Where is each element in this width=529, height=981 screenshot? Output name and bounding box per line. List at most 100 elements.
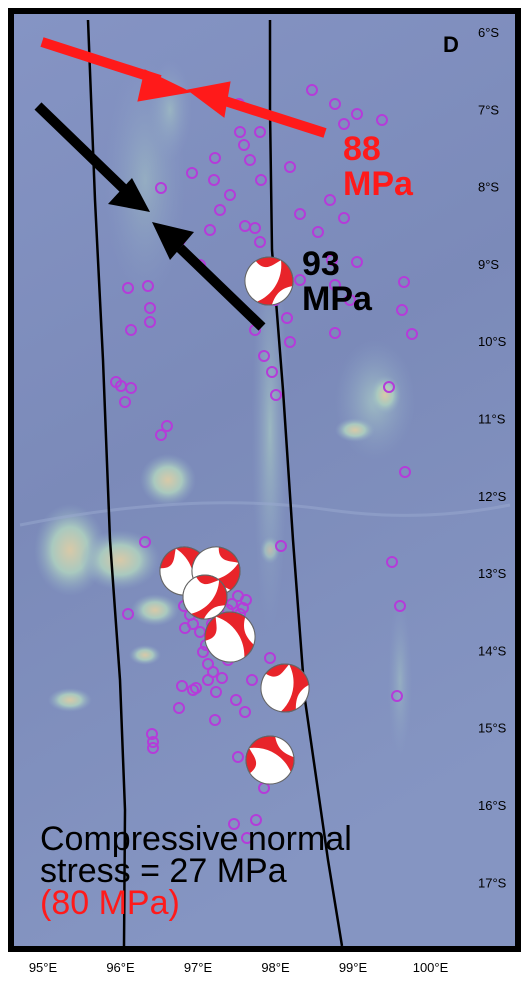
epicenter-marker xyxy=(383,381,395,393)
longitude-label: 97°E xyxy=(184,960,213,975)
epicenter-marker xyxy=(329,327,341,339)
epicenter-marker xyxy=(326,254,338,266)
epicenter-marker xyxy=(216,672,228,684)
epicenter-marker xyxy=(147,742,159,754)
epicenter-marker xyxy=(155,182,167,194)
focal-mechanism-beachball xyxy=(260,663,310,713)
epicenter-marker xyxy=(209,152,221,164)
latitude-label: 14°S xyxy=(478,643,507,658)
latitude-label: 13°S xyxy=(478,566,507,581)
epicenter-marker xyxy=(240,594,252,606)
epicenter-marker xyxy=(238,139,250,151)
epicenter-marker xyxy=(391,690,403,702)
epicenter-marker xyxy=(234,126,246,138)
epicenter-marker xyxy=(144,316,156,328)
latitude-label: 8°S xyxy=(478,180,499,195)
focal-mechanisms xyxy=(159,256,310,785)
black-stress-arrows xyxy=(34,102,266,331)
epicenter-marker xyxy=(338,212,350,224)
longitude-label: 96°E xyxy=(106,960,135,975)
epicenter-marker xyxy=(226,598,238,610)
epicenter-marker xyxy=(255,174,267,186)
epicenter-marker xyxy=(155,429,167,441)
black-stress-value: 93 xyxy=(302,245,340,283)
longitude-label: 98°E xyxy=(261,960,290,975)
epicenter-marker xyxy=(176,680,188,692)
latitude-label: 11°S xyxy=(478,412,506,427)
epicenter-marker xyxy=(250,814,262,826)
epicenter-marker xyxy=(324,194,336,206)
epicenter-marker xyxy=(241,832,253,844)
epicenter-marker xyxy=(351,108,363,120)
epicenter-marker xyxy=(344,294,356,306)
epicenter-marker xyxy=(399,466,411,478)
epicenter-marker xyxy=(228,818,240,830)
caption-line-2: stress = 27 MPa xyxy=(40,852,287,890)
epicenter-marker xyxy=(204,224,216,236)
epicenter-marker xyxy=(284,336,296,348)
epicenter-marker xyxy=(266,366,278,378)
epicenter-marker xyxy=(284,161,296,173)
epicenter-marker xyxy=(239,706,251,718)
latitude-label: 6°S xyxy=(478,25,499,40)
epicenter-marker xyxy=(246,674,258,686)
longitude-label: 100°E xyxy=(413,960,449,975)
epicenter-marker xyxy=(230,694,242,706)
epicenter-marker xyxy=(249,222,261,234)
fault-line-east xyxy=(268,20,344,947)
epicenter-marker xyxy=(398,276,410,288)
epicenter-marker xyxy=(208,174,220,186)
epicenter-marker xyxy=(202,674,214,686)
epicenter-marker xyxy=(122,282,134,294)
epicenter-marker xyxy=(144,302,156,314)
red-stress-arrows xyxy=(40,37,327,138)
red-stress-unit: MPa xyxy=(343,165,414,203)
epicenter-marker xyxy=(394,600,406,612)
epicenter-marker xyxy=(146,728,158,740)
caption-line-1: Compressive normal xyxy=(40,820,352,858)
epicenter-marker xyxy=(294,208,306,220)
epicenter-marker xyxy=(351,256,363,268)
epicenter-marker xyxy=(406,328,418,340)
latitude-label: 17°S xyxy=(478,875,507,890)
epicenter-marker xyxy=(197,646,209,658)
latitude-axis: 6°S 7°S 8°S 9°S 10°S 11°S 12°S 13°S 14°S 15°S 16°S… xyxy=(478,25,507,890)
epicenter-marker xyxy=(396,304,408,316)
red-stress-value: 88 xyxy=(343,130,381,168)
epicenter-marker xyxy=(147,736,159,748)
bathymetry-features xyxy=(19,60,511,760)
epicenter-marker xyxy=(224,189,236,201)
longitude-label: 99°E xyxy=(339,960,368,975)
epicenter-marker xyxy=(122,608,134,620)
panel-label: D xyxy=(443,32,459,57)
focal-mechanism-beachball xyxy=(245,735,295,785)
latitude-label: 7°S xyxy=(478,102,499,117)
epicenter-marker xyxy=(232,751,244,763)
focal-mechanism-beachball xyxy=(182,574,228,620)
epicenter-marker xyxy=(179,622,191,634)
latitude-label: 15°S xyxy=(478,721,507,736)
epicenter-marker xyxy=(214,204,226,216)
epicenter-marker xyxy=(139,536,151,548)
epicenter-marker xyxy=(209,714,221,726)
longitude-axis: 95°E 96°E 97°E 98°E 99°E 100°E xyxy=(29,960,449,975)
epicenter-marker xyxy=(312,226,324,238)
epicenter-marker xyxy=(210,686,222,698)
epicenter-marker xyxy=(264,652,276,664)
epicenter-marker xyxy=(258,350,270,362)
epicenter-marker xyxy=(281,312,293,324)
epicenter-marker xyxy=(329,279,341,291)
epicenter-marker xyxy=(386,556,398,568)
epicenter-marker xyxy=(376,114,388,126)
epicenter-marker xyxy=(244,154,256,166)
focal-mechanism-beachball xyxy=(244,256,294,306)
latitude-label: 12°S xyxy=(478,489,507,504)
longitude-label: 95°E xyxy=(29,960,58,975)
epicenter-marker xyxy=(125,324,137,336)
epicenter-marker xyxy=(254,236,266,248)
epicenter-marker xyxy=(186,167,198,179)
epicenter-marker xyxy=(254,126,266,138)
epicenter-marker xyxy=(173,702,185,714)
caption-line-3: (80 MPa) xyxy=(40,884,180,922)
